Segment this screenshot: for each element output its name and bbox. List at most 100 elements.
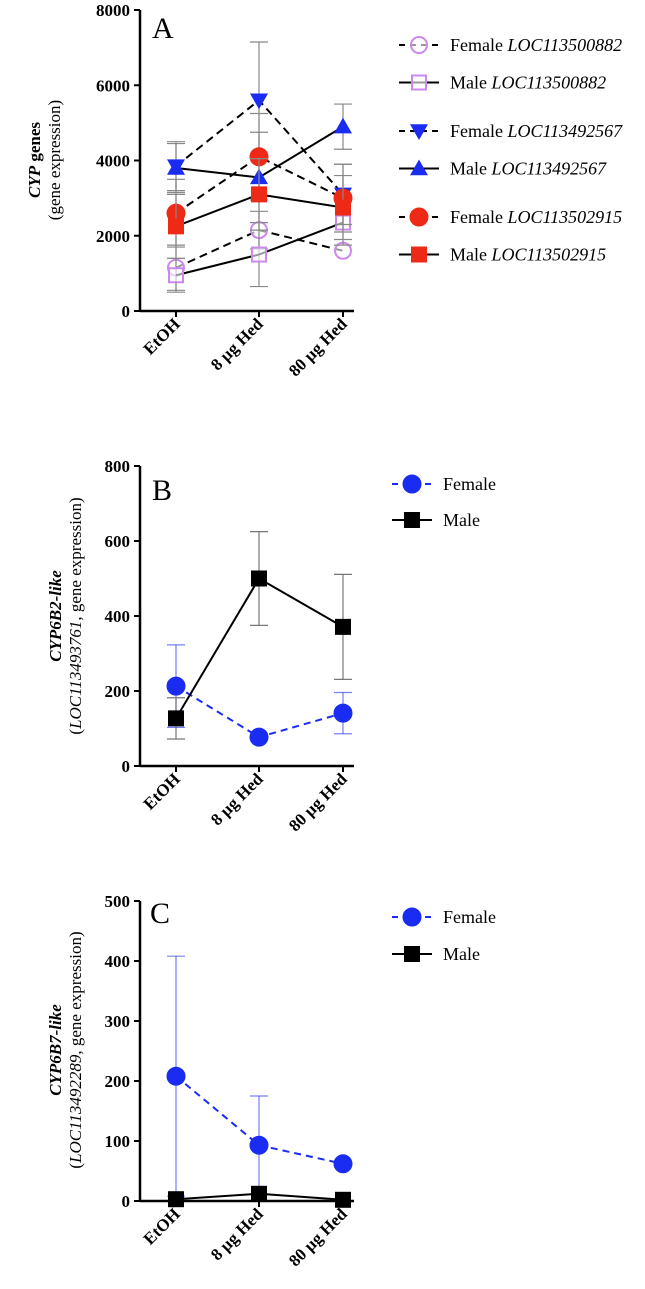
legend: Female Male <box>392 474 496 530</box>
y-tick-label: 0 <box>122 1192 131 1211</box>
y-axis-label-suffix: genes <box>25 122 44 166</box>
legend-marker <box>411 246 427 263</box>
legend-item: Female LOC113502915 <box>399 207 622 227</box>
y-tick-label: 800 <box>105 457 131 476</box>
data-point <box>333 1154 353 1174</box>
y-tick-label: 400 <box>105 607 131 626</box>
data-point <box>251 246 267 263</box>
legend-item: Male <box>392 510 480 530</box>
svg-text:CYP6B2-like: CYP6B2-like <box>46 570 65 662</box>
data-point <box>335 199 351 216</box>
data-point <box>168 1191 184 1208</box>
y-tick-label: 400 <box>105 952 131 971</box>
data-point <box>166 1066 186 1086</box>
y-axis-label-main: CYP6B2-like <box>46 570 65 662</box>
data-point <box>333 703 353 723</box>
legend-marker <box>409 207 429 227</box>
data-point <box>168 710 184 727</box>
legend-item: Female <box>392 907 496 927</box>
y-tick-label: 300 <box>105 1012 131 1031</box>
x-tick-label: EtOH <box>140 314 184 358</box>
series-line <box>175 155 344 215</box>
legend-item: Female LOC113492567 <box>399 121 623 141</box>
data-point <box>167 159 185 175</box>
axes: 0 200 400 600 800 EtOH 8 µg Hed 80 µg Hed <box>105 457 354 835</box>
series-5 <box>167 158 352 259</box>
y-axis-label-sub-pre: ( <box>66 1163 85 1169</box>
data-point <box>250 93 268 110</box>
legend-label: Female LOC113500882 <box>450 35 622 55</box>
y-axis-label-gene: LOC113493761 <box>66 621 85 730</box>
legend-item: Male <box>392 944 480 964</box>
legend-item: Male LOC113500882 <box>399 73 606 93</box>
y-tick-label: 4000 <box>96 152 130 171</box>
panel-label: B <box>152 474 172 507</box>
data-point <box>166 676 186 696</box>
svg-text:CYP genes: CYP genes <box>25 122 44 198</box>
y-tick-label: 600 <box>105 532 131 551</box>
legend-marker <box>410 124 428 140</box>
y-tick-label: 6000 <box>96 76 130 95</box>
legend-label: Male <box>443 944 480 964</box>
legend-label: Male LOC113492567 <box>450 159 607 179</box>
x-tick-label: 8 µg Hed <box>207 314 267 374</box>
plot-area <box>166 955 353 1208</box>
data-point <box>168 218 184 235</box>
y-axis-label: CYP genes (gene expression) <box>25 100 64 220</box>
series-0 <box>166 955 353 1197</box>
legend-label: Female LOC113502915 <box>450 207 622 227</box>
svg-text:(LOC113493761, gene expression: (LOC113493761, gene expression) <box>66 497 85 734</box>
data-point <box>335 1191 351 1208</box>
data-point <box>249 727 269 747</box>
legend-marker <box>404 946 420 962</box>
x-tick-label: 80 µg Hed <box>285 1204 351 1270</box>
legend-item: Female <box>392 474 496 494</box>
legend-label: Male LOC113500882 <box>450 73 606 93</box>
y-tick-label: 0 <box>122 757 131 776</box>
legend-item: Female LOC113500882 <box>399 35 622 55</box>
legend-item: Male LOC113502915 <box>399 245 606 265</box>
panel-label: C <box>150 897 170 930</box>
svg-text:(LOC113492289, gene expression: (LOC113492289, gene expression) <box>66 931 85 1168</box>
data-point <box>251 570 267 587</box>
y-tick-label: 100 <box>105 1132 131 1151</box>
y-axis-label-sub-post: , gene expression) <box>66 931 85 1054</box>
x-tick-label: EtOH <box>140 1204 184 1248</box>
x-tick-label: 80 µg Hed <box>285 314 351 380</box>
legend-label: Male LOC113502915 <box>450 245 606 265</box>
plot-area <box>166 41 353 293</box>
y-tick-label: 500 <box>105 892 131 911</box>
legend-item: Male LOC113492567 <box>399 159 607 179</box>
axes: 0 100 200 300 400 500 EtOH 8 µg Hed 80 µg Hed <box>105 892 354 1270</box>
y-axis-label-gene: LOC113492289 <box>66 1054 85 1164</box>
y-tick-label: 2000 <box>96 227 130 246</box>
x-tick-label: 8 µg Hed <box>207 1204 267 1264</box>
svg-text:CYP6B7-like: CYP6B7-like <box>46 1004 65 1096</box>
legend-marker <box>402 907 422 927</box>
data-point <box>251 186 267 203</box>
legend-label: Male <box>443 510 480 530</box>
y-axis-label: CYP6B2-like (LOC113493761, gene expressi… <box>46 497 85 734</box>
y-tick-label: 200 <box>105 682 131 701</box>
y-axis-label-main: CYP <box>25 165 44 198</box>
axes: 0 2000 4000 6000 8000 EtOH 8 µg Hed 80 µg Hed <box>96 1 354 380</box>
panel-label: A <box>152 12 174 45</box>
series-1 <box>167 531 352 740</box>
legend: Female Male <box>392 907 496 964</box>
y-axis-label-sub: (gene expression) <box>45 100 64 220</box>
series-1 <box>168 1185 351 1208</box>
x-tick-label: EtOH <box>140 769 184 813</box>
legend-marker <box>410 159 428 176</box>
y-tick-label: 8000 <box>96 1 130 20</box>
legend-marker <box>410 36 428 54</box>
data-point <box>249 1135 269 1155</box>
y-axis-label-sub-post: , gene expression) <box>66 497 85 620</box>
panel-a: A CYP genes (gene expression) 0 2000 4000 6… <box>25 1 623 380</box>
y-axis-label-sub-pre: ( <box>66 729 85 735</box>
legend-label: Female LOC113492567 <box>450 121 623 141</box>
y-axis-label: CYP6B7-like (LOC113492289, gene expressi… <box>46 931 85 1168</box>
legend: Female LOC113500882 Male LOC113500882 Fema… <box>399 35 623 265</box>
series-0 <box>166 644 353 747</box>
